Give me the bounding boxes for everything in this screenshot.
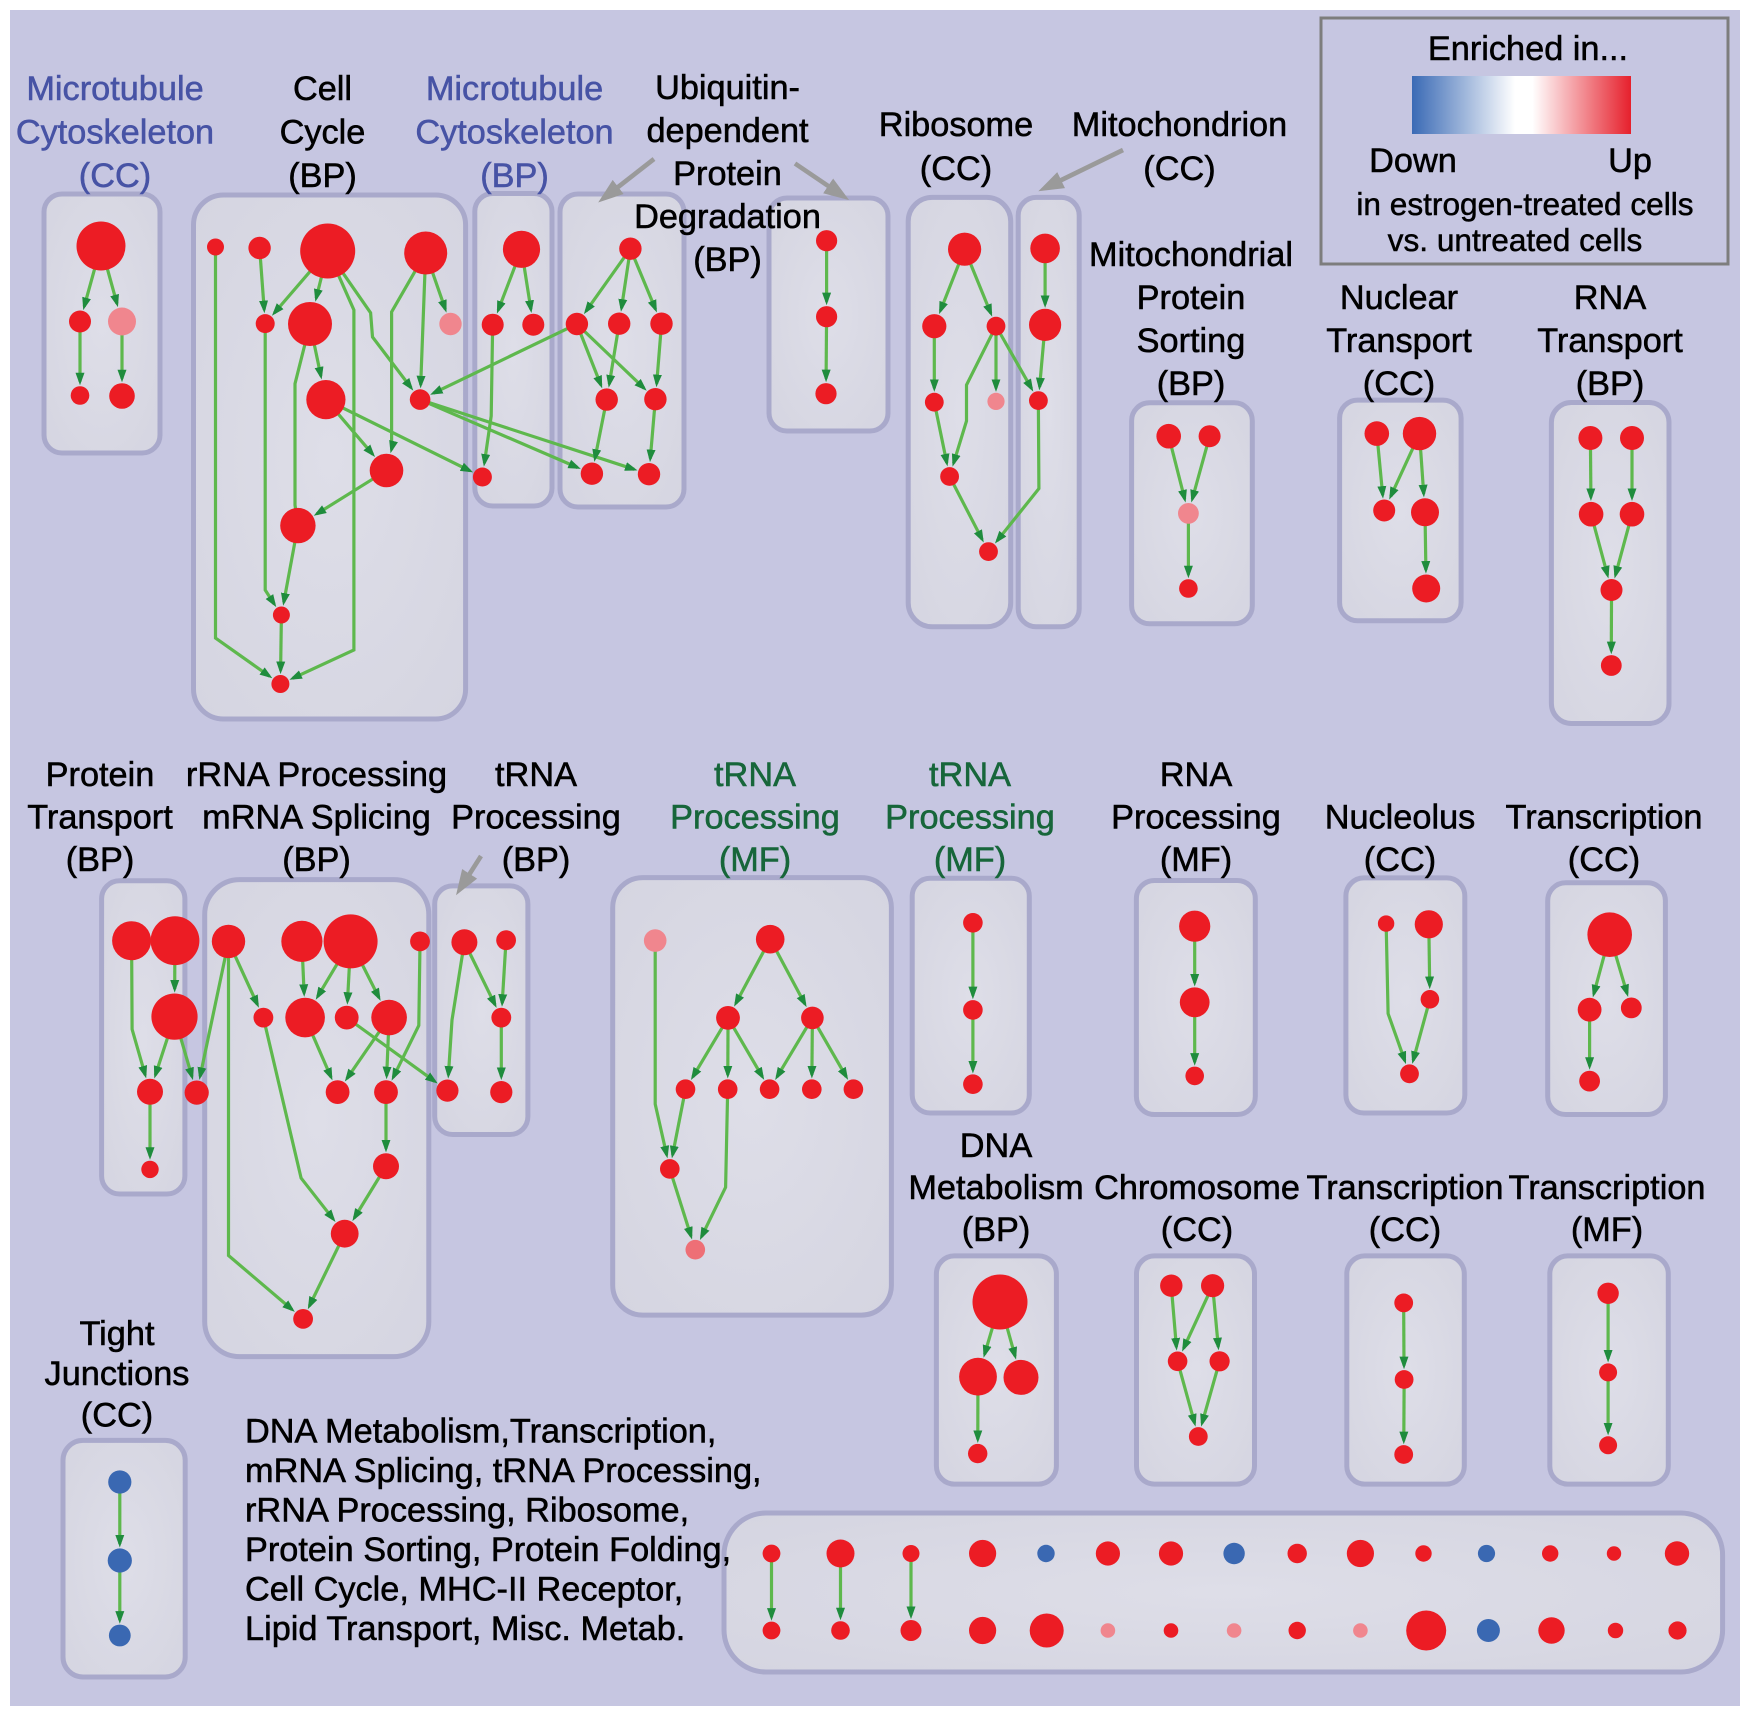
- svg-text:Nuclear: Nuclear: [1340, 279, 1458, 317]
- svg-text:(BP): (BP): [282, 841, 351, 879]
- svg-text:RNA: RNA: [1160, 756, 1233, 794]
- svg-text:Mitochondrion: Mitochondrion: [1072, 106, 1287, 144]
- svg-text:(CC): (CC): [1143, 150, 1215, 188]
- svg-text:Chromosome: Chromosome: [1094, 1169, 1300, 1207]
- svg-text:Sorting: Sorting: [1137, 322, 1246, 360]
- svg-text:Transcription: Transcription: [1506, 799, 1703, 837]
- svg-text:Transport: Transport: [1326, 322, 1472, 360]
- svg-text:(CC): (CC): [1369, 1211, 1441, 1249]
- svg-text:Up: Up: [1608, 142, 1652, 180]
- svg-text:(CC): (CC): [1161, 1211, 1233, 1249]
- svg-text:Down: Down: [1369, 142, 1457, 180]
- svg-text:(BP): (BP): [962, 1211, 1031, 1249]
- svg-text:Protein Sorting, Protein Foldi: Protein Sorting, Protein Folding,: [245, 1531, 731, 1569]
- svg-text:DNA: DNA: [960, 1127, 1033, 1165]
- svg-text:(CC): (CC): [920, 150, 992, 188]
- svg-text:(BP): (BP): [1157, 365, 1226, 403]
- svg-text:Processing: Processing: [885, 799, 1055, 837]
- svg-text:DNA Metabolism,Transcription,: DNA Metabolism,Transcription,: [245, 1413, 716, 1451]
- svg-text:Processing: Processing: [1111, 799, 1281, 837]
- svg-text:Enriched in...: Enriched in...: [1428, 30, 1628, 68]
- svg-text:(CC): (CC): [1363, 365, 1435, 403]
- svg-text:Cell Cycle, MHC-II Receptor,: Cell Cycle, MHC-II Receptor,: [245, 1571, 683, 1609]
- svg-text:tRNA: tRNA: [714, 756, 796, 794]
- svg-text:(CC): (CC): [79, 157, 151, 195]
- svg-text:(MF): (MF): [1160, 841, 1232, 879]
- svg-text:Transcription: Transcription: [1307, 1169, 1504, 1207]
- svg-text:(CC): (CC): [81, 1397, 153, 1435]
- svg-text:dependent: dependent: [646, 112, 809, 150]
- svg-text:(BP): (BP): [480, 157, 549, 195]
- svg-text:Degradation: Degradation: [634, 198, 821, 236]
- svg-text:Processing: Processing: [670, 799, 840, 837]
- svg-text:Protein: Protein: [46, 756, 155, 794]
- svg-text:(CC): (CC): [1568, 841, 1640, 879]
- svg-text:Processing: Processing: [451, 799, 621, 837]
- svg-text:Cytoskeleton: Cytoskeleton: [16, 114, 214, 152]
- svg-text:Cycle: Cycle: [280, 114, 366, 152]
- svg-text:(MF): (MF): [1571, 1211, 1643, 1249]
- svg-text:Lipid Transport, Misc. Metab.: Lipid Transport, Misc. Metab.: [245, 1610, 685, 1648]
- svg-text:mRNA Splicing: mRNA Splicing: [202, 799, 431, 837]
- svg-text:Transcription: Transcription: [1509, 1169, 1706, 1207]
- svg-text:Transport: Transport: [1537, 322, 1683, 360]
- svg-text:vs. untreated cells: vs. untreated cells: [1388, 222, 1643, 258]
- svg-text:Ribosome: Ribosome: [879, 106, 1033, 144]
- svg-text:Protein: Protein: [1137, 279, 1246, 317]
- svg-text:tRNA: tRNA: [929, 756, 1011, 794]
- svg-text:Microtubule: Microtubule: [426, 70, 603, 108]
- svg-text:RNA: RNA: [1574, 279, 1647, 317]
- svg-text:Nucleolus: Nucleolus: [1325, 799, 1476, 837]
- svg-text:Metabolism: Metabolism: [908, 1169, 1083, 1207]
- svg-text:(BP): (BP): [66, 841, 135, 879]
- svg-text:Microtubule: Microtubule: [26, 70, 203, 108]
- svg-text:Cytoskeleton: Cytoskeleton: [415, 114, 613, 152]
- svg-text:(BP): (BP): [693, 241, 762, 279]
- svg-text:Transport: Transport: [27, 799, 173, 837]
- svg-text:Protein: Protein: [673, 155, 782, 193]
- svg-text:Junctions: Junctions: [45, 1355, 190, 1393]
- svg-text:mRNA Splicing, tRNA Processing: mRNA Splicing, tRNA Processing,: [245, 1452, 762, 1490]
- svg-text:tRNA: tRNA: [495, 756, 577, 794]
- svg-text:(MF): (MF): [719, 841, 791, 879]
- svg-text:Tight: Tight: [80, 1315, 155, 1353]
- svg-text:rRNA Processing: rRNA Processing: [186, 756, 447, 794]
- svg-text:Mitochondrial: Mitochondrial: [1089, 236, 1293, 274]
- svg-text:Ubiquitin-: Ubiquitin-: [655, 69, 800, 107]
- svg-text:in estrogen-treated cells: in estrogen-treated cells: [1356, 186, 1693, 222]
- svg-text:(BP): (BP): [288, 157, 357, 195]
- svg-text:(CC): (CC): [1364, 841, 1436, 879]
- svg-text:Cell: Cell: [293, 70, 352, 108]
- svg-text:(BP): (BP): [502, 841, 571, 879]
- svg-text:(MF): (MF): [934, 841, 1006, 879]
- svg-text:(BP): (BP): [1576, 365, 1645, 403]
- svg-text:rRNA Processing, Ribosome,: rRNA Processing, Ribosome,: [245, 1492, 689, 1530]
